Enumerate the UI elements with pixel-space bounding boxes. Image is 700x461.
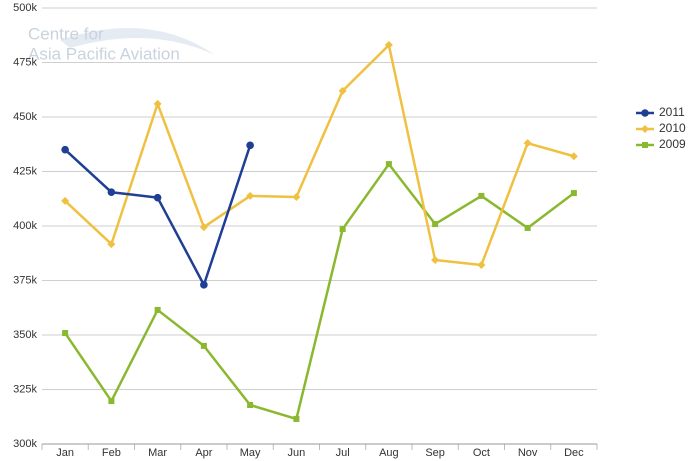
x-tick-label: Sep — [425, 447, 445, 459]
data-point — [432, 221, 439, 228]
data-point — [293, 415, 300, 422]
x-tick-label: Nov — [518, 447, 538, 459]
data-point — [385, 161, 392, 168]
x-tick-label: Jan — [56, 447, 74, 459]
data-point — [107, 240, 116, 249]
watermark-text: Centre for — [28, 24, 104, 43]
data-point — [570, 190, 577, 197]
y-tick-label: 400k — [13, 220, 37, 232]
legend-marker — [641, 109, 649, 117]
data-point — [153, 99, 162, 108]
legend-marker — [642, 142, 648, 148]
legend-label: 2010 — [659, 121, 686, 135]
data-point — [384, 41, 393, 50]
y-tick-label: 500k — [13, 2, 37, 14]
data-point — [61, 145, 69, 154]
y-tick-label: 300k — [13, 438, 37, 450]
legend-label: 2009 — [659, 137, 686, 151]
watermark-swoosh — [60, 28, 215, 55]
data-point — [246, 191, 255, 200]
x-tick-label: Apr — [195, 447, 212, 459]
x-tick-label: Aug — [379, 447, 399, 459]
y-tick-label: 450k — [13, 111, 37, 123]
y-tick-label: 375k — [13, 274, 37, 286]
data-point — [338, 86, 347, 95]
data-point — [523, 139, 532, 148]
watermark: Centre for Asia Pacific Aviation — [28, 24, 215, 63]
data-point — [200, 281, 208, 289]
data-point — [292, 193, 301, 202]
data-point — [61, 196, 70, 205]
legend-marker — [641, 125, 649, 133]
data-point — [199, 223, 208, 232]
y-tick-label: 475k — [13, 56, 37, 68]
series-line — [64, 162, 575, 421]
x-tick-label: Jun — [288, 447, 306, 459]
data-point — [108, 398, 115, 405]
data-point — [246, 141, 254, 150]
data-point — [477, 261, 486, 270]
watermark-text: Asia Pacific Aviation — [28, 44, 180, 63]
x-tick-label: Dec — [564, 447, 584, 459]
legend-label: 2011 — [659, 105, 685, 119]
data-point — [154, 306, 161, 313]
x-tick-label: Mar — [148, 447, 167, 459]
y-tick-label: 425k — [13, 165, 37, 177]
series-line — [64, 43, 575, 267]
data-point — [107, 188, 116, 197]
y-tick-label: 325k — [13, 383, 37, 395]
data-point — [431, 256, 440, 265]
data-point — [200, 342, 207, 349]
data-point — [478, 192, 485, 199]
data-point — [153, 193, 162, 202]
data-point — [569, 152, 578, 161]
data-point — [62, 330, 69, 337]
data-point — [524, 224, 531, 231]
x-tick-label: Oct — [473, 447, 490, 459]
data-point — [247, 401, 254, 408]
y-tick-label: 350k — [13, 329, 37, 341]
x-tick-label: Jul — [336, 447, 350, 459]
data-point — [339, 226, 346, 233]
x-tick-label: May — [240, 447, 261, 459]
x-tick-label: Feb — [102, 447, 121, 459]
